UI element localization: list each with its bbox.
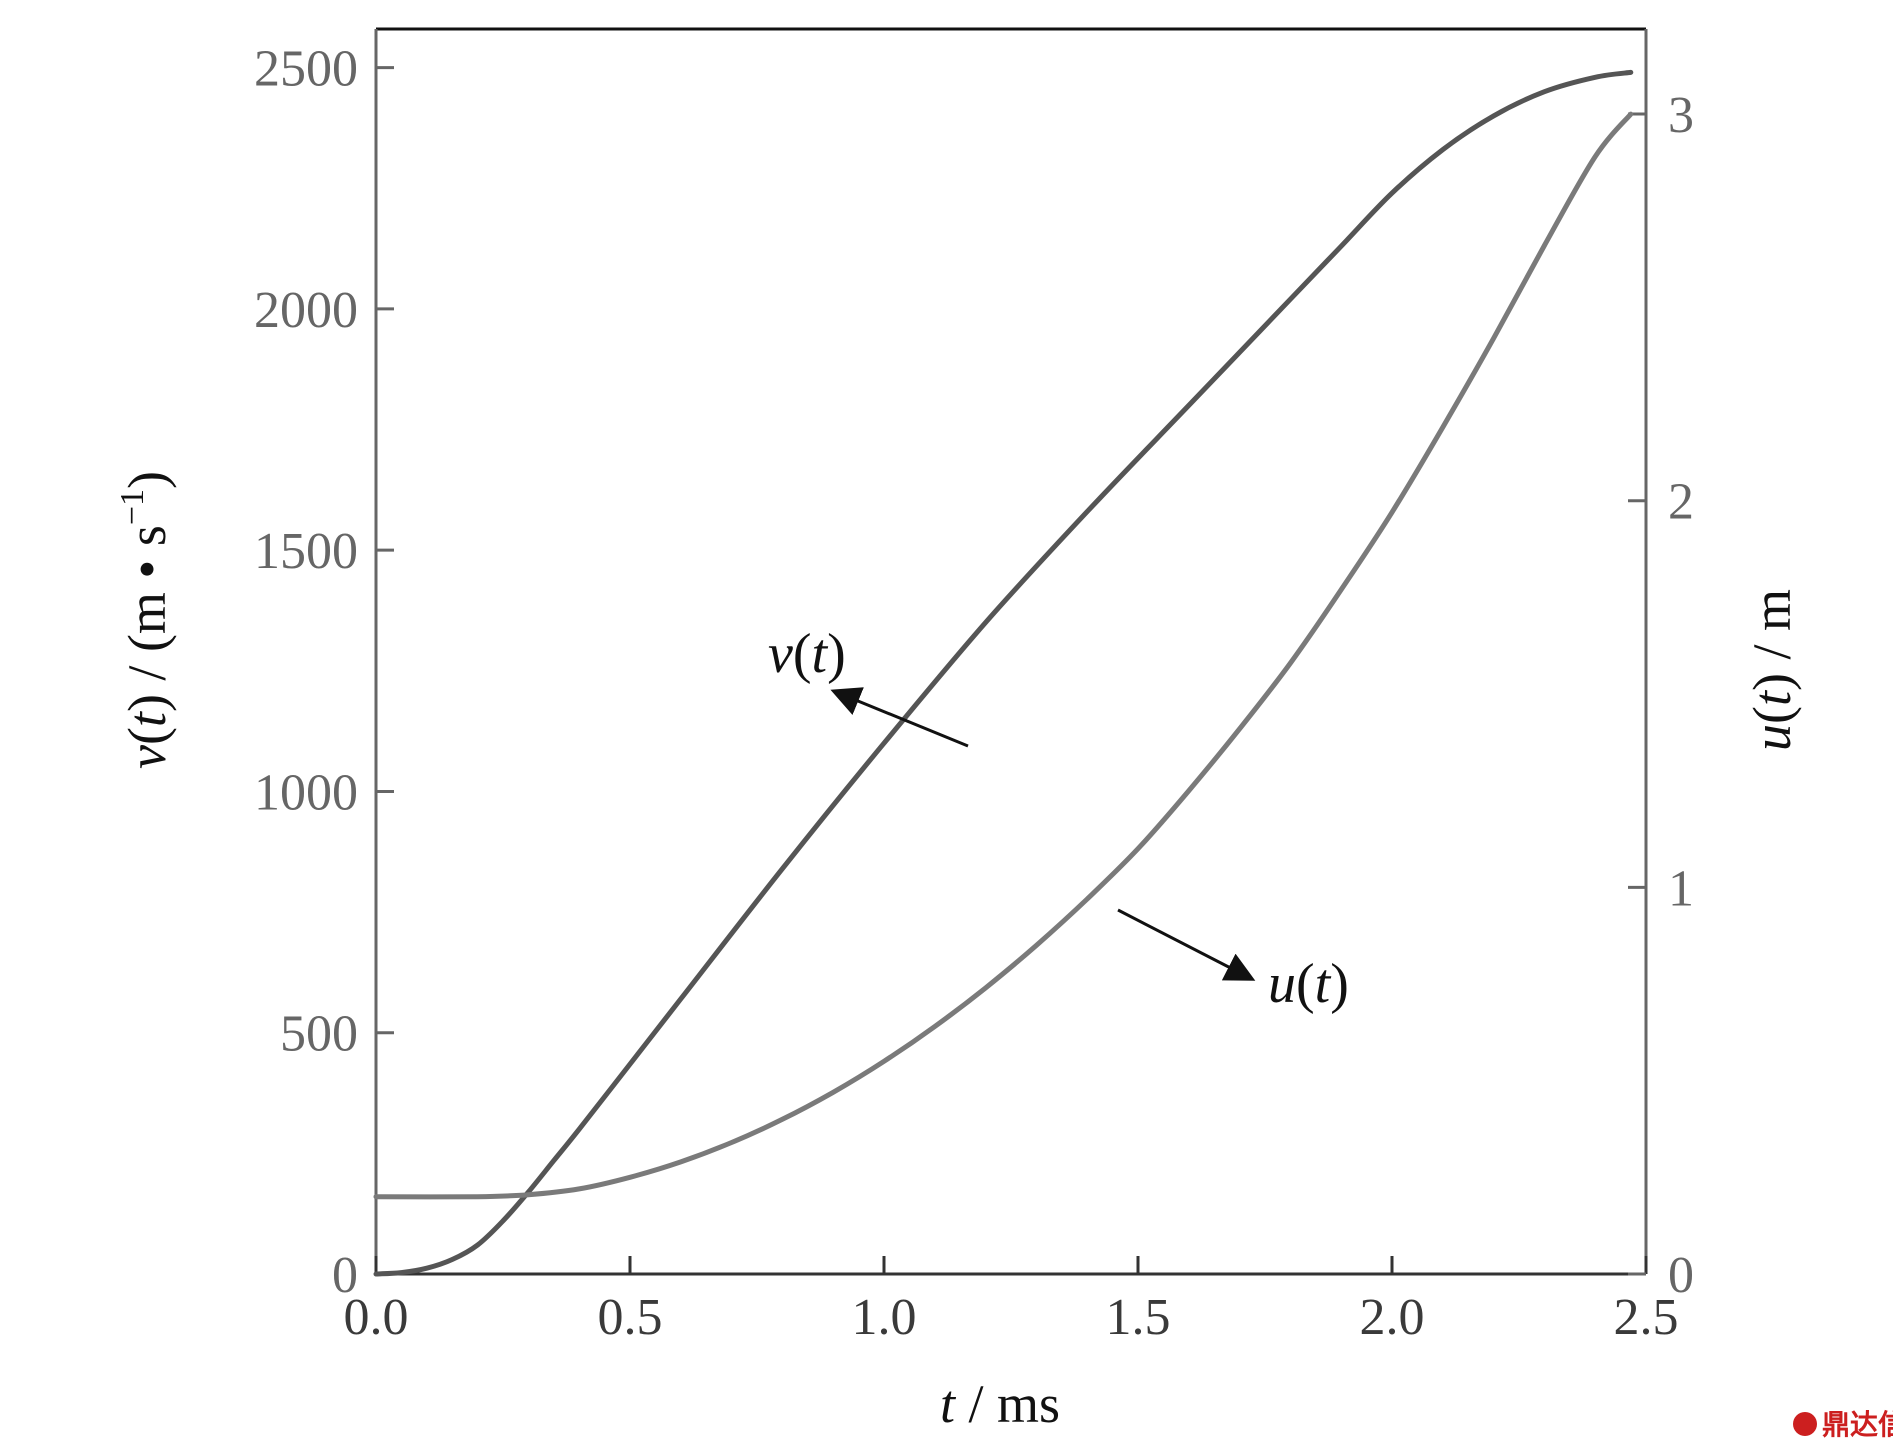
u-annotation-label: u(t) (1268, 953, 1349, 1015)
x-tick-label: 1.5 (1106, 1289, 1171, 1346)
y-left-tick-label: 2500 (254, 41, 358, 98)
v-annotation-arrow (830, 687, 969, 748)
v-annotation-label: v(t) (768, 623, 846, 685)
y-left-tick-label: 500 (280, 1006, 358, 1063)
x-axis-ticks: 0.0 0.5 1.0 1.5 2.0 2.5 (344, 1256, 1679, 1346)
x-tick-label: 0.0 (344, 1289, 409, 1346)
y-left-tick-label: 1000 (254, 764, 358, 821)
watermark-logo: 鼎达信 (1793, 1408, 1893, 1441)
y-left-axis-ticks: 0 500 1000 1500 2000 2500 (254, 41, 394, 1304)
x-tick-label: 0.5 (598, 1289, 663, 1346)
x-axis-title: t / ms (940, 1374, 1060, 1434)
y-left-axis-title: v(t) / (m • s−1) (114, 471, 177, 769)
y-left-tick-label: 1500 (254, 523, 358, 580)
u-annotation-arrow (1117, 908, 1256, 981)
series-line-ut (373, 111, 1634, 1200)
y-left-tick-label: 0 (332, 1247, 358, 1304)
y-right-axis-ticks: 0 1 2 3 (1628, 87, 1694, 1304)
x-tick-label: 1.0 (852, 1289, 917, 1346)
y-right-tick-label: 2 (1668, 474, 1694, 531)
svg-text:鼎达信: 鼎达信 (1822, 1408, 1893, 1441)
series-layer (373, 69, 1634, 1277)
x-tick-label: 2.5 (1614, 1289, 1679, 1346)
y-left-tick-label: 2000 (254, 282, 358, 339)
series-line-vt (373, 69, 1634, 1277)
y-right-tick-label: 3 (1668, 87, 1694, 144)
y-right-axis-title: u(t) / m (1742, 589, 1802, 751)
y-right-tick-label: 0 (1668, 1247, 1694, 1304)
y-right-tick-label: 1 (1668, 860, 1694, 917)
x-tick-label: 2.0 (1360, 1289, 1425, 1346)
